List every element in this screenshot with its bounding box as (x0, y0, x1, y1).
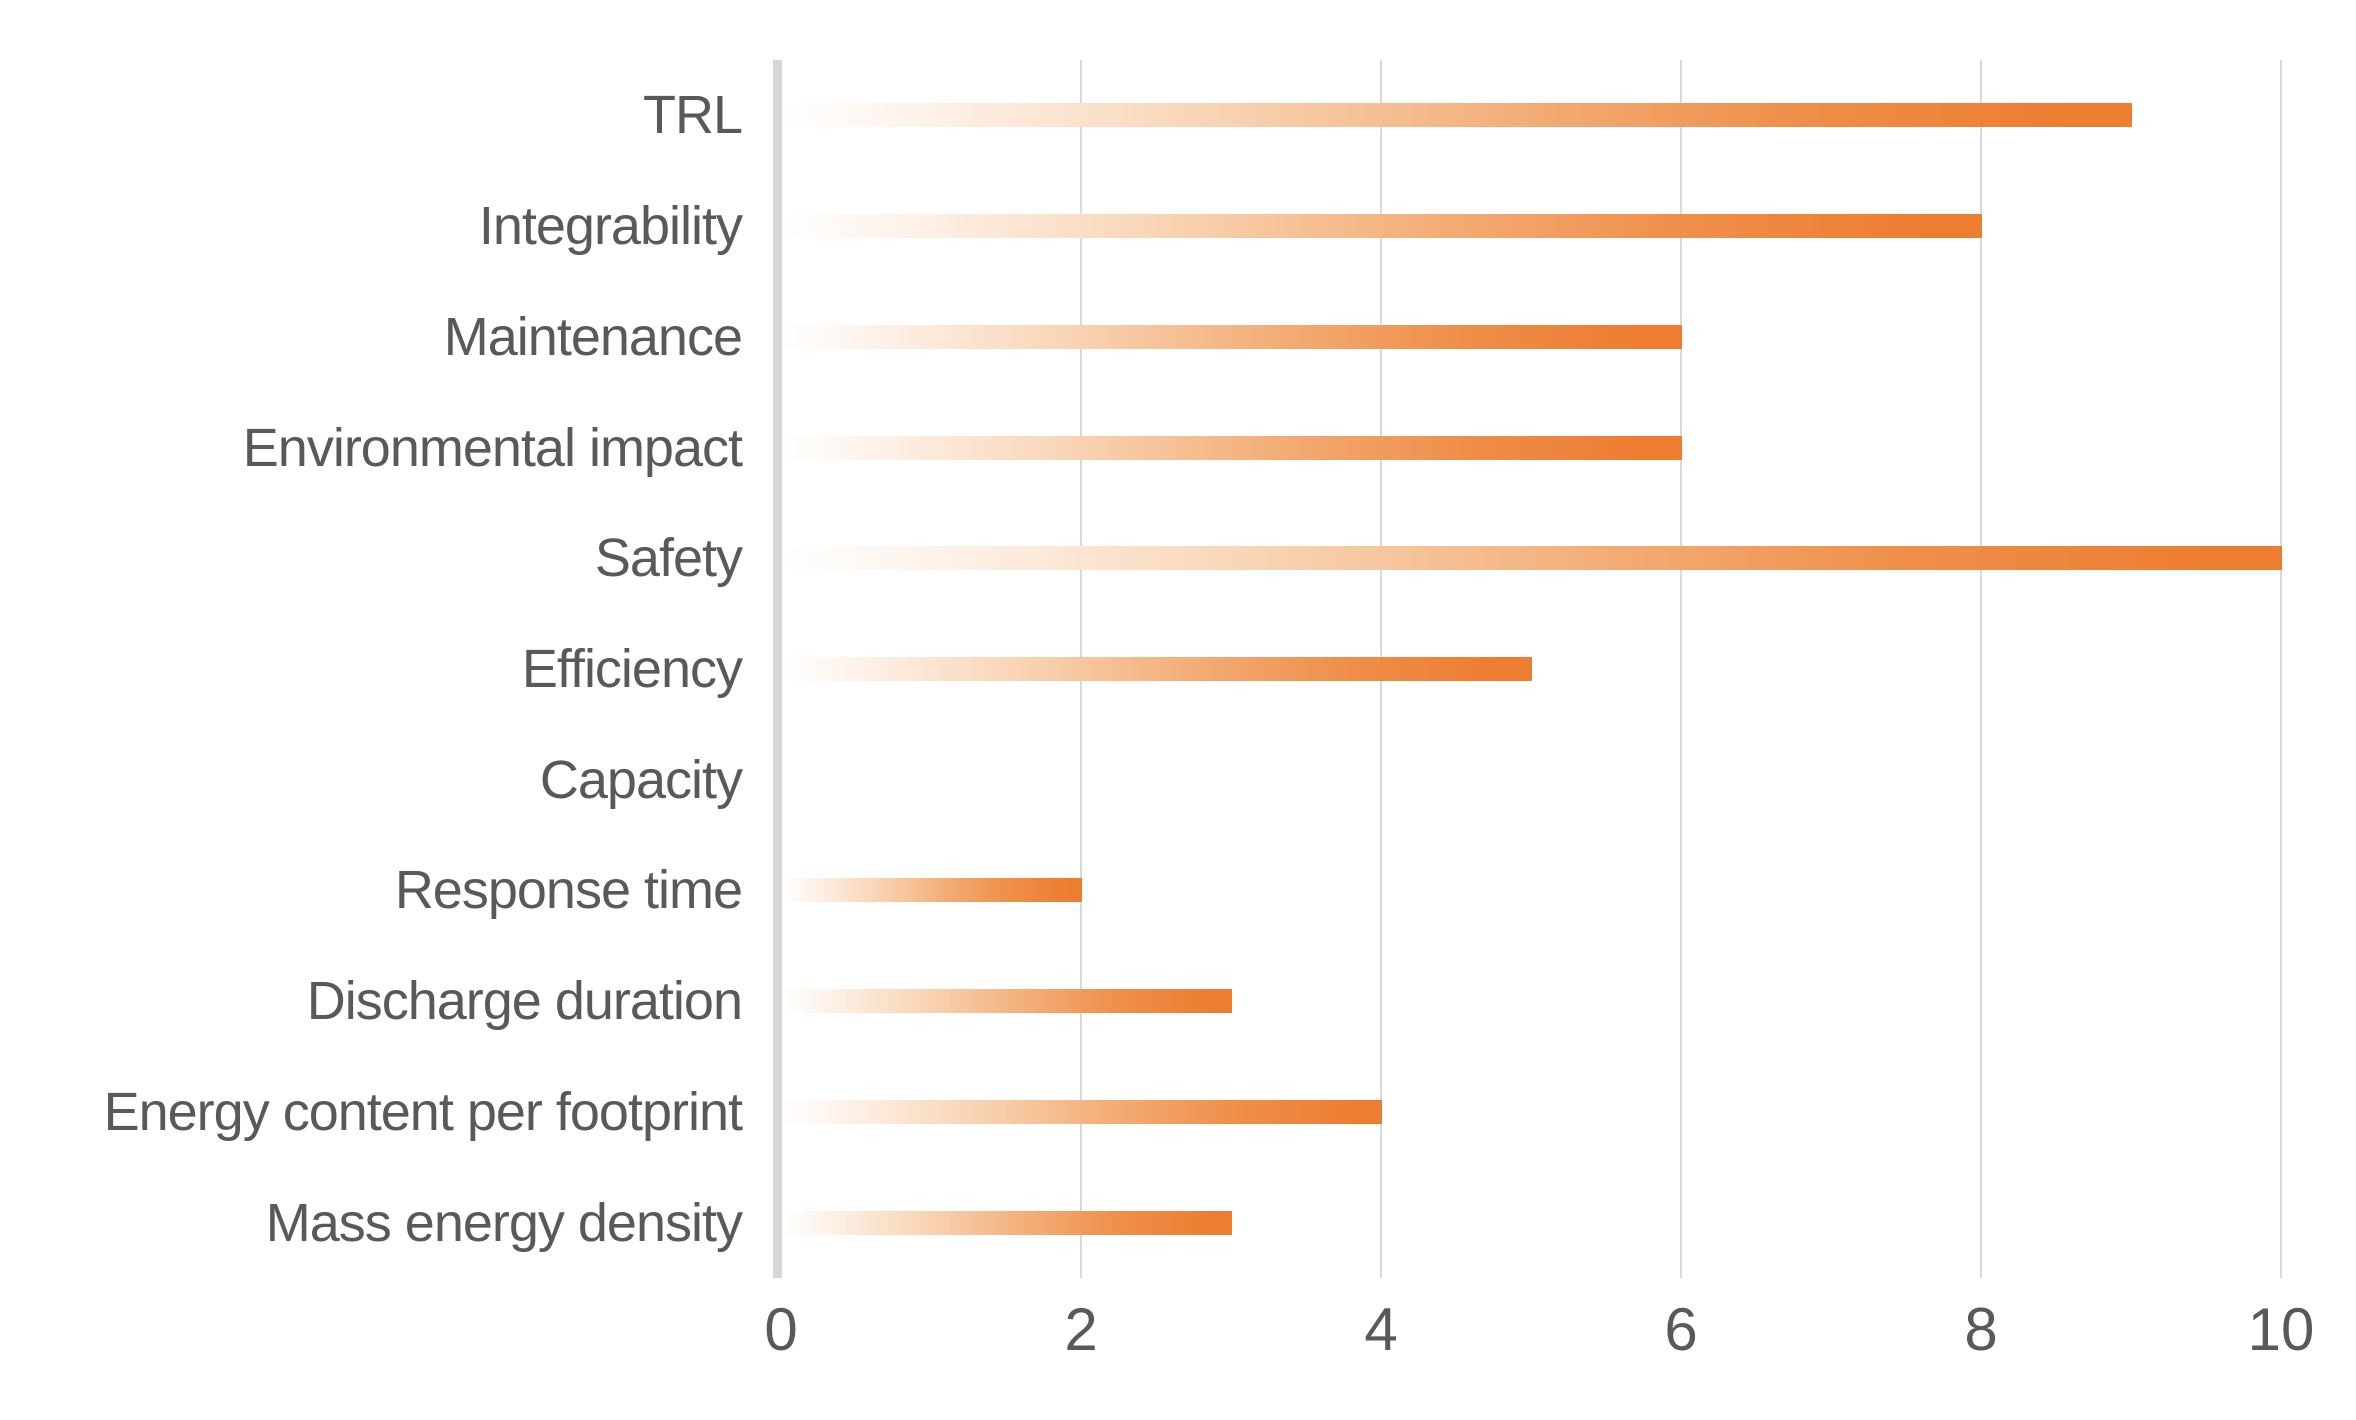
x-tick-label: 0 (764, 1296, 798, 1363)
category-label: Maintenance (443, 306, 743, 367)
category-label: Mass energy density (265, 1192, 743, 1253)
bar (782, 989, 1232, 1014)
category-label: Efficiency (521, 639, 743, 699)
bar (782, 878, 1082, 903)
bar (782, 1099, 1382, 1124)
gridline (1680, 60, 1682, 1278)
bar (782, 103, 2132, 128)
category-axis-line (773, 60, 782, 1278)
category-label: Capacity (539, 749, 743, 810)
category-label: Discharge duration (306, 971, 743, 1032)
category-label: TRL (642, 85, 743, 146)
category-label: Safety (594, 528, 743, 589)
category-label: Energy content per footprint (103, 1081, 743, 1142)
bar (782, 435, 1682, 460)
gridline (1980, 60, 1982, 1278)
x-tick-label: 4 (1364, 1296, 1398, 1363)
gridline (2280, 60, 2282, 1278)
x-tick-label: 8 (1964, 1296, 1998, 1363)
x-tick-label: 10 (2247, 1296, 2315, 1363)
bar (782, 657, 1532, 681)
x-tick-label: 6 (1664, 1296, 1698, 1363)
bar (782, 324, 1682, 349)
bar (782, 214, 1982, 239)
x-tick-label: 2 (1064, 1296, 1098, 1363)
bar (782, 546, 2282, 571)
category-label: Response time (394, 860, 743, 921)
category-label: Environmental impact (242, 417, 743, 478)
category-label: Integrability (478, 196, 743, 257)
bar (782, 1210, 1232, 1235)
